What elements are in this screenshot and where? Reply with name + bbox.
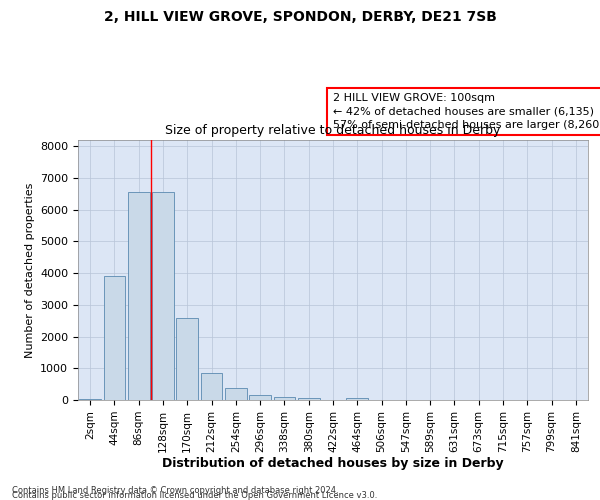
X-axis label: Distribution of detached houses by size in Derby: Distribution of detached houses by size … — [162, 458, 504, 470]
Y-axis label: Number of detached properties: Number of detached properties — [25, 182, 35, 358]
Bar — [104, 276, 125, 400]
Bar — [249, 395, 271, 400]
Bar — [346, 398, 368, 400]
Bar — [176, 318, 198, 400]
Bar — [298, 398, 320, 400]
Bar — [225, 388, 247, 400]
Bar — [128, 192, 149, 400]
Text: 2, HILL VIEW GROVE, SPONDON, DERBY, DE21 7SB: 2, HILL VIEW GROVE, SPONDON, DERBY, DE21… — [104, 10, 496, 24]
Title: Size of property relative to detached houses in Derby: Size of property relative to detached ho… — [166, 124, 500, 138]
Text: Contains public sector information licensed under the Open Government Licence v3: Contains public sector information licen… — [12, 491, 377, 500]
Bar — [200, 373, 223, 400]
Bar — [152, 192, 174, 400]
Bar — [274, 397, 295, 400]
Text: Contains HM Land Registry data © Crown copyright and database right 2024.: Contains HM Land Registry data © Crown c… — [12, 486, 338, 495]
Text: 2 HILL VIEW GROVE: 100sqm
← 42% of detached houses are smaller (6,135)
57% of se: 2 HILL VIEW GROVE: 100sqm ← 42% of detac… — [333, 93, 600, 130]
